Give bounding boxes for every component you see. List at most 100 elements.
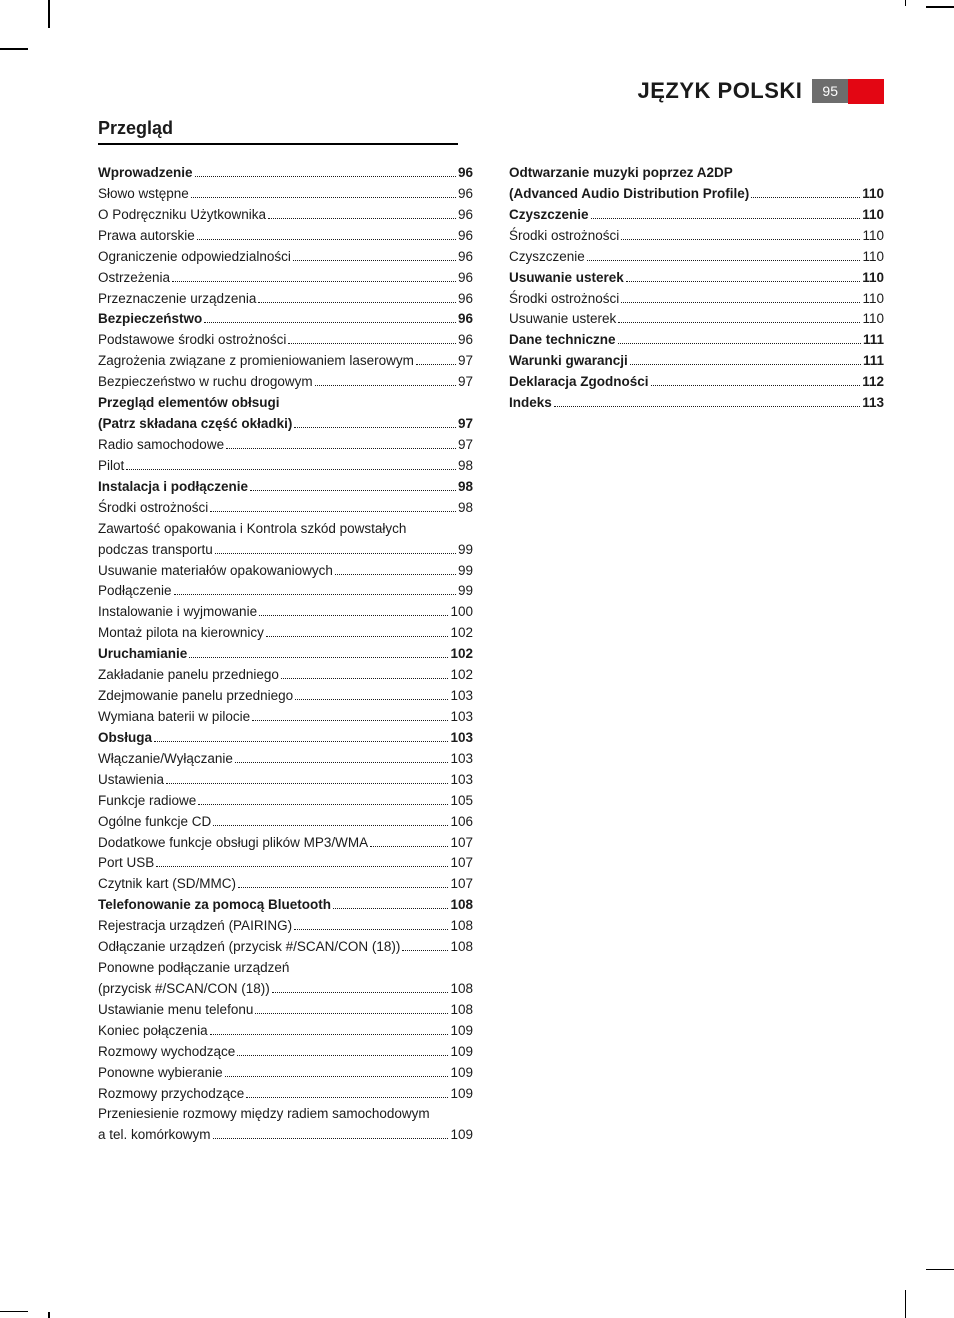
toc-row: Zakładanie panelu przedniego102 [98, 665, 473, 686]
toc-page: 96 [458, 205, 473, 226]
section-title: Przegląd [98, 118, 458, 145]
toc-label: Usuwanie usterek [509, 309, 616, 330]
toc-leader-dots [172, 281, 456, 282]
toc-label: Ogólne funkcje CD [98, 812, 211, 833]
toc-row: Indeks113 [509, 393, 884, 414]
toc-leader-dots [554, 406, 860, 407]
toc-leader-dots [288, 343, 456, 344]
toc-leader-dots [268, 218, 456, 219]
toc-leader-dots [618, 343, 861, 344]
toc-leader-dots [191, 197, 456, 198]
toc-page: 96 [458, 226, 473, 247]
toc-label: Uruchamianie [98, 644, 187, 665]
toc-page: 102 [450, 665, 473, 686]
toc-page: 103 [450, 707, 473, 728]
toc-label: Włączanie/Wyłączanie [98, 749, 233, 770]
toc-row: Czytnik kart (SD/MMC)107 [98, 874, 473, 895]
toc-page: 102 [450, 644, 473, 665]
toc-row: Obsługa103 [98, 728, 473, 749]
toc-leader-dots [204, 322, 456, 323]
toc-label: Rejestracja urządzeń (PAIRING) [98, 916, 292, 937]
toc-leader-dots [225, 1076, 449, 1077]
toc-label: (Patrz składana część okładki) [98, 414, 292, 435]
toc-row: Usuwanie usterek110 [509, 268, 884, 289]
toc-label: Instalowanie i wyjmowanie [98, 602, 257, 623]
toc-label: Ograniczenie odpowiedzialności [98, 247, 291, 268]
toc-leader-dots [213, 825, 448, 826]
toc-row: Warunki gwarancji111 [509, 351, 884, 372]
toc-leader-dots [751, 197, 860, 198]
toc-leader-dots [238, 887, 448, 888]
toc-row: Funkcje radiowe105 [98, 791, 473, 812]
toc-label: Ostrzeżenia [98, 268, 170, 289]
toc-row: Słowo wstępne96 [98, 184, 473, 205]
toc-page: 98 [458, 477, 473, 498]
toc-page: 99 [458, 561, 473, 582]
toc-row: Usuwanie materiałów opakowaniowych99 [98, 561, 473, 582]
toc-left-column: Wprowadzenie96Słowo wstępne96O Podręczni… [98, 163, 473, 1146]
toc-row: Podłączenie99 [98, 581, 473, 602]
toc-label: Deklaracja Zgodności [509, 372, 649, 393]
toc-row: Rozmowy wychodzące109 [98, 1042, 473, 1063]
toc-label: Port USB [98, 853, 154, 874]
toc-page: 110 [862, 268, 884, 289]
toc-page: 97 [458, 351, 473, 372]
crop-mark [905, 1290, 907, 1318]
toc-label: Podstawowe środki ostrożności [98, 330, 286, 351]
toc-row: Odłączanie urządzeń (przycisk #/SCAN/CON… [98, 937, 473, 958]
toc-leader-dots [272, 992, 449, 993]
toc-page: 99 [458, 581, 473, 602]
toc-leader-dots [252, 720, 448, 721]
toc-label: Zagrożenia związane z promieniowaniem la… [98, 351, 414, 372]
toc-leader-dots [651, 385, 861, 386]
toc-row: Wymiana baterii w pilocie103 [98, 707, 473, 728]
toc-label: (przycisk #/SCAN/CON (18)) [98, 979, 270, 1000]
toc-row: Włączanie/Wyłączanie103 [98, 749, 473, 770]
toc-label: Zawartość opakowania i Kontrola szkód po… [98, 519, 406, 540]
toc-label: (Advanced Audio Distribution Profile) [509, 184, 749, 205]
toc-page: 97 [458, 414, 473, 435]
toc-page: 110 [862, 309, 884, 330]
toc-row: Bezpieczeństwo w ruchu drogowym97 [98, 372, 473, 393]
toc-row: Rozmowy przychodzące109 [98, 1084, 473, 1105]
toc-leader-dots [315, 385, 456, 386]
toc-label: Bezpieczeństwo [98, 309, 202, 330]
toc-label: Ustawienia [98, 770, 164, 791]
toc-label: Słowo wstępne [98, 184, 189, 205]
toc-leader-dots [226, 448, 456, 449]
toc-row: Ponowne wybieranie109 [98, 1063, 473, 1084]
toc-label: Obsługa [98, 728, 152, 749]
toc-leader-dots [154, 741, 448, 742]
toc-row: Rejestracja urządzeń (PAIRING)108 [98, 916, 473, 937]
toc-row: (Advanced Audio Distribution Profile) 110 [509, 184, 884, 205]
toc-page: 110 [862, 247, 884, 268]
toc-leader-dots [197, 239, 456, 240]
toc-page: 96 [458, 247, 473, 268]
toc-row: Uruchamianie 102 [98, 644, 473, 665]
toc-row: Ograniczenie odpowiedzialności 96 [98, 247, 473, 268]
toc-leader-dots [258, 302, 456, 303]
toc-label: Odtwarzanie muzyki poprzez A2DP [509, 163, 733, 184]
toc-page: 100 [450, 602, 473, 623]
toc-page: 96 [458, 268, 473, 289]
toc-label: Rozmowy wychodzące [98, 1042, 235, 1063]
toc-page: 107 [450, 833, 473, 854]
toc-page: 110 [862, 184, 884, 205]
toc-page: 112 [862, 372, 884, 393]
toc-row: Ponowne podłączanie urządzeń [98, 958, 473, 979]
toc-page: 113 [862, 393, 884, 414]
toc-leader-dots [591, 218, 861, 219]
toc-row: Ustawianie menu telefonu108 [98, 1000, 473, 1021]
toc-leader-dots [402, 950, 448, 951]
toc-page: 107 [450, 874, 473, 895]
toc-page: 98 [458, 498, 473, 519]
toc-leader-dots [215, 553, 456, 554]
toc-label: Przegląd elementów obłsugi [98, 393, 280, 414]
toc-page: 103 [450, 770, 473, 791]
toc-row: Dane techniczne111 [509, 330, 884, 351]
toc-row: Środki ostrożności110 [509, 289, 884, 310]
toc-page: 111 [863, 330, 884, 351]
toc-leader-dots [250, 490, 456, 491]
toc-row: Czyszczenie110 [509, 247, 884, 268]
toc-row: Instalowanie i wyjmowanie 100 [98, 602, 473, 623]
